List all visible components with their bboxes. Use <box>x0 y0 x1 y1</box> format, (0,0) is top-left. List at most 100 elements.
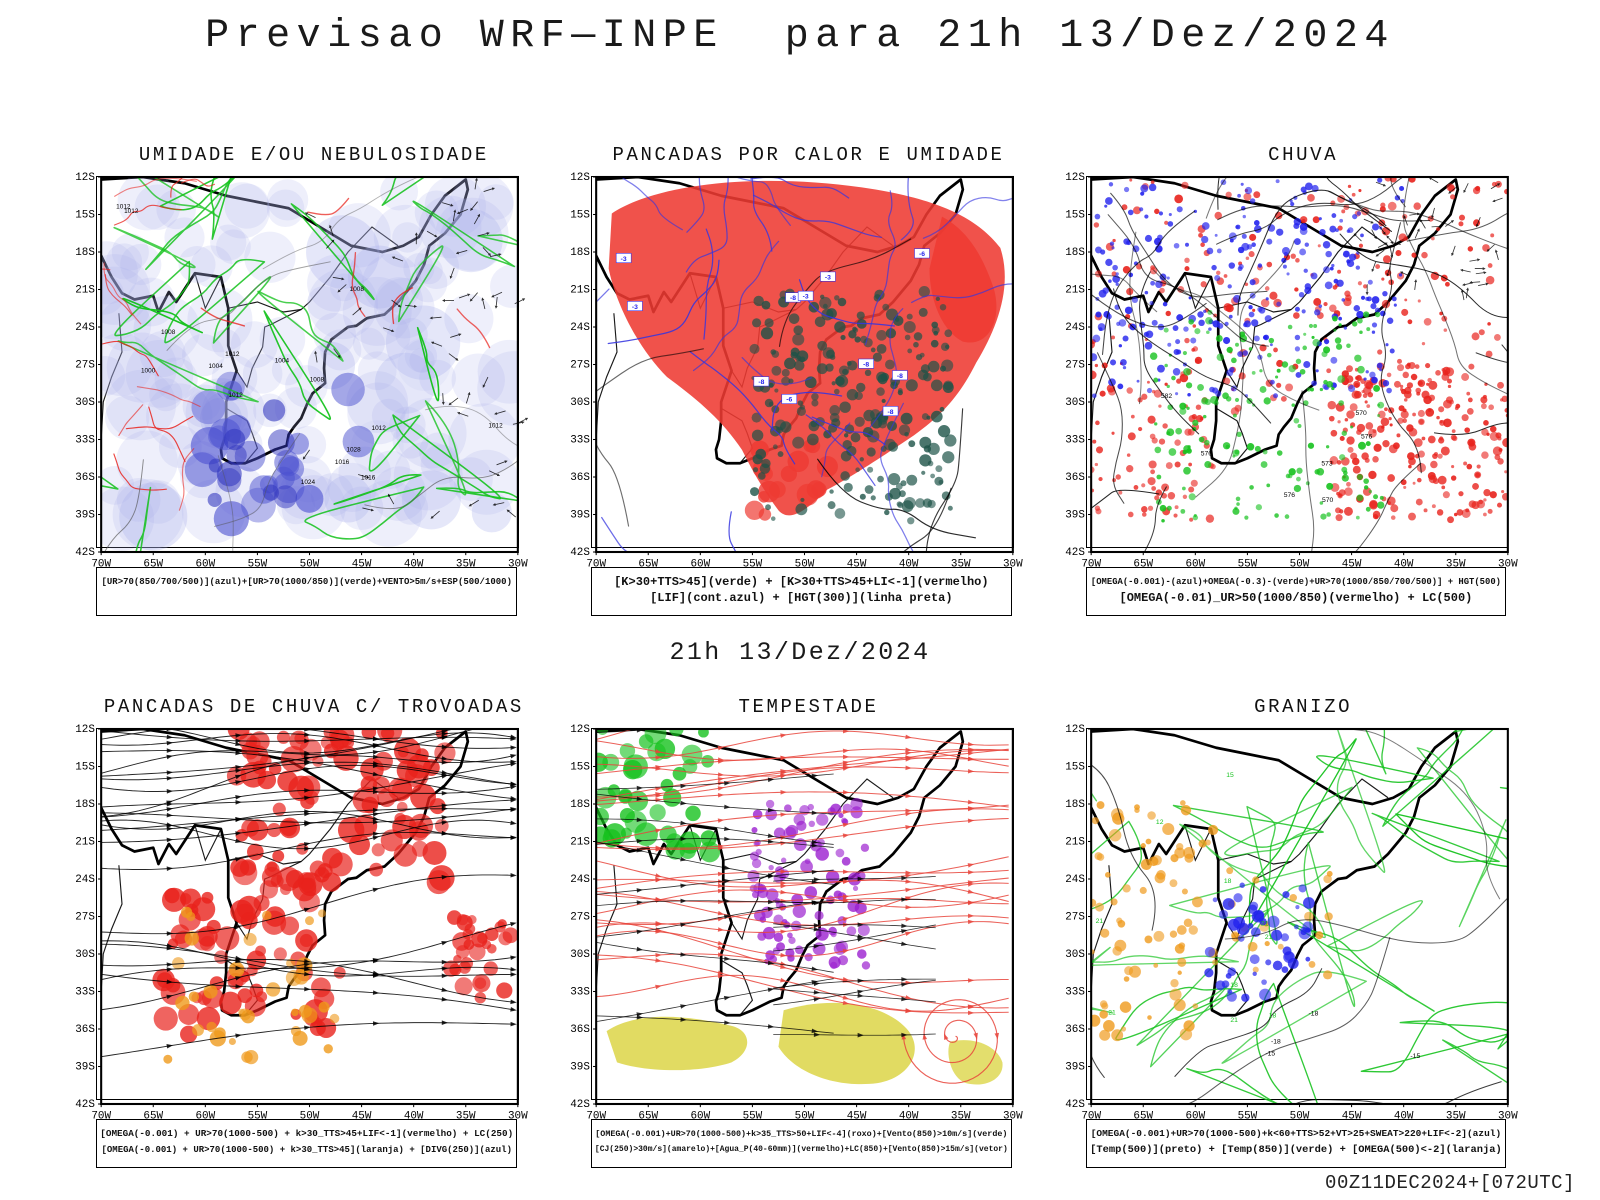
svg-text:21S: 21S <box>76 284 96 296</box>
svg-text:-18: -18 <box>1308 1010 1318 1017</box>
svg-text:39S: 39S <box>1065 509 1085 521</box>
svg-text:27S: 27S <box>570 911 590 923</box>
svg-text:1012: 1012 <box>372 424 387 431</box>
svg-text:21S: 21S <box>76 836 96 848</box>
svg-text:-6: -6 <box>919 251 925 258</box>
svg-text:-3: -3 <box>632 303 638 310</box>
svg-text:21: 21 <box>1230 1017 1238 1024</box>
svg-text:21S: 21S <box>570 836 590 848</box>
svg-text:39S: 39S <box>76 1061 96 1073</box>
svg-text:33S: 33S <box>1065 434 1085 446</box>
svg-text:21S: 21S <box>1065 284 1085 296</box>
svg-text:-3: -3 <box>621 255 627 262</box>
svg-text:15S: 15S <box>570 761 590 773</box>
svg-text:1008: 1008 <box>310 376 325 383</box>
svg-text:39S: 39S <box>76 509 96 521</box>
svg-text:21: 21 <box>1108 1009 1116 1016</box>
svg-text:30S: 30S <box>570 397 590 409</box>
svg-text:30S: 30S <box>76 949 96 961</box>
svg-text:24S: 24S <box>76 874 96 886</box>
svg-text:1004: 1004 <box>275 357 290 364</box>
svg-text:27S: 27S <box>76 911 96 923</box>
svg-text:18: 18 <box>1230 981 1238 988</box>
svg-text:12S: 12S <box>1065 172 1085 184</box>
svg-text:573: 573 <box>1321 460 1333 467</box>
svg-text:36S: 36S <box>76 472 96 484</box>
svg-text:-8: -8 <box>790 295 796 302</box>
svg-text:27S: 27S <box>76 359 96 371</box>
svg-text:42S: 42S <box>1065 1099 1085 1111</box>
svg-text:1008: 1008 <box>350 286 365 293</box>
svg-text:15S: 15S <box>76 761 96 773</box>
svg-text:27S: 27S <box>1065 359 1085 371</box>
svg-text:33S: 33S <box>570 434 590 446</box>
svg-text:576: 576 <box>1283 492 1295 499</box>
svg-text:15S: 15S <box>1065 761 1085 773</box>
svg-text:-15: -15 <box>1410 1052 1420 1059</box>
svg-text:1012: 1012 <box>489 422 504 429</box>
svg-text:-18: -18 <box>1271 1038 1281 1045</box>
svg-text:1016: 1016 <box>335 458 350 465</box>
svg-text:1012: 1012 <box>124 208 139 215</box>
svg-text:1024: 1024 <box>301 478 316 485</box>
svg-text:-15: -15 <box>1265 1050 1275 1057</box>
svg-text:12S: 12S <box>76 724 96 736</box>
svg-text:18: 18 <box>1223 877 1231 884</box>
svg-text:12S: 12S <box>570 724 590 736</box>
svg-text:1028: 1028 <box>347 446 362 453</box>
svg-text:24S: 24S <box>570 322 590 334</box>
svg-text:36S: 36S <box>76 1024 96 1036</box>
svg-text:18S: 18S <box>1065 799 1085 811</box>
svg-text:1012: 1012 <box>229 391 244 398</box>
svg-text:24S: 24S <box>76 322 96 334</box>
svg-text:12S: 12S <box>570 172 590 184</box>
svg-text:570: 570 <box>1322 496 1334 503</box>
svg-text:-8: -8 <box>897 372 903 379</box>
svg-text:570: 570 <box>1355 409 1367 416</box>
svg-text:1016: 1016 <box>361 474 376 481</box>
svg-text:36S: 36S <box>1065 1024 1085 1036</box>
svg-text:36S: 36S <box>1065 472 1085 484</box>
svg-text:33S: 33S <box>570 986 590 998</box>
svg-text:18S: 18S <box>76 799 96 811</box>
svg-text:-3: -3 <box>803 293 809 300</box>
svg-text:33S: 33S <box>76 434 96 446</box>
svg-text:15S: 15S <box>570 209 590 221</box>
svg-text:30S: 30S <box>1065 949 1085 961</box>
svg-text:-3: -3 <box>825 274 831 281</box>
svg-text:21: 21 <box>1264 933 1272 940</box>
svg-text:1012: 1012 <box>226 350 241 357</box>
svg-text:30S: 30S <box>570 949 590 961</box>
svg-text:24S: 24S <box>1065 874 1085 886</box>
svg-text:42S: 42S <box>76 1099 96 1111</box>
svg-text:33S: 33S <box>1065 986 1085 998</box>
svg-text:24S: 24S <box>1065 322 1085 334</box>
svg-text:15S: 15S <box>76 209 96 221</box>
svg-text:582: 582 <box>1160 393 1172 400</box>
svg-text:42S: 42S <box>570 1099 590 1111</box>
svg-text:30S: 30S <box>76 397 96 409</box>
svg-text:-8: -8 <box>863 361 869 368</box>
svg-text:12: 12 <box>1156 818 1164 825</box>
svg-text:39S: 39S <box>570 509 590 521</box>
svg-text:1008: 1008 <box>161 328 176 335</box>
svg-text:-6: -6 <box>786 396 792 403</box>
svg-text:-8: -8 <box>888 408 894 415</box>
svg-text:12S: 12S <box>76 172 96 184</box>
svg-text:576: 576 <box>1200 450 1212 457</box>
svg-text:1000: 1000 <box>141 367 156 374</box>
svg-text:18S: 18S <box>76 247 96 259</box>
svg-text:18S: 18S <box>570 247 590 259</box>
svg-text:27S: 27S <box>1065 911 1085 923</box>
svg-text:21: 21 <box>1261 920 1269 927</box>
svg-text:36S: 36S <box>570 1024 590 1036</box>
svg-text:27S: 27S <box>570 359 590 371</box>
svg-text:18S: 18S <box>570 799 590 811</box>
svg-text:21S: 21S <box>1065 836 1085 848</box>
svg-text:24S: 24S <box>570 874 590 886</box>
svg-text:42S: 42S <box>570 547 590 559</box>
svg-text:12S: 12S <box>1065 724 1085 736</box>
svg-text:36S: 36S <box>570 472 590 484</box>
svg-text:21S: 21S <box>570 284 590 296</box>
svg-text:33S: 33S <box>76 986 96 998</box>
